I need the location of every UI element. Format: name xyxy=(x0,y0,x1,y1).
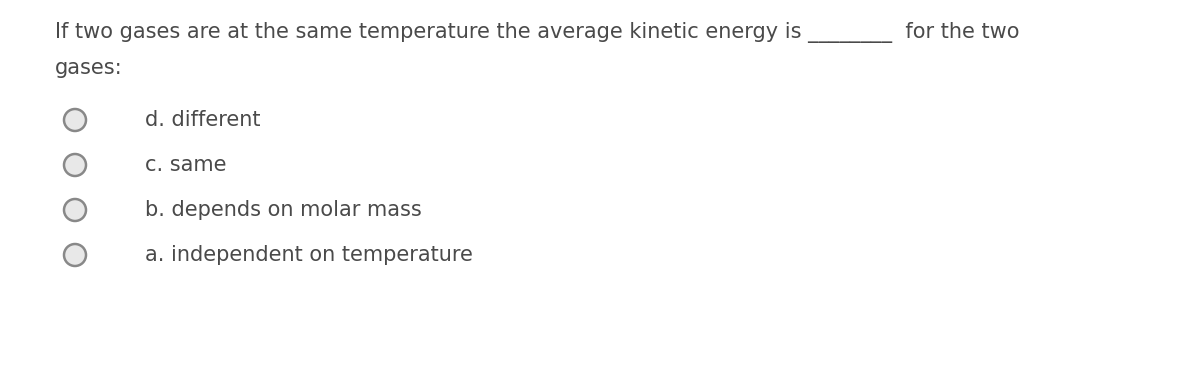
Ellipse shape xyxy=(64,109,86,131)
Text: c. same: c. same xyxy=(145,155,227,175)
Text: gases:: gases: xyxy=(55,58,122,78)
Text: a. independent on temperature: a. independent on temperature xyxy=(145,245,473,265)
Text: b. depends on molar mass: b. depends on molar mass xyxy=(145,200,421,220)
Text: If two gases are at the same temperature the average kinetic energy is ________ : If two gases are at the same temperature… xyxy=(55,22,1020,43)
Ellipse shape xyxy=(64,199,86,221)
Ellipse shape xyxy=(64,154,86,176)
Ellipse shape xyxy=(64,244,86,266)
Text: d. different: d. different xyxy=(145,110,260,130)
